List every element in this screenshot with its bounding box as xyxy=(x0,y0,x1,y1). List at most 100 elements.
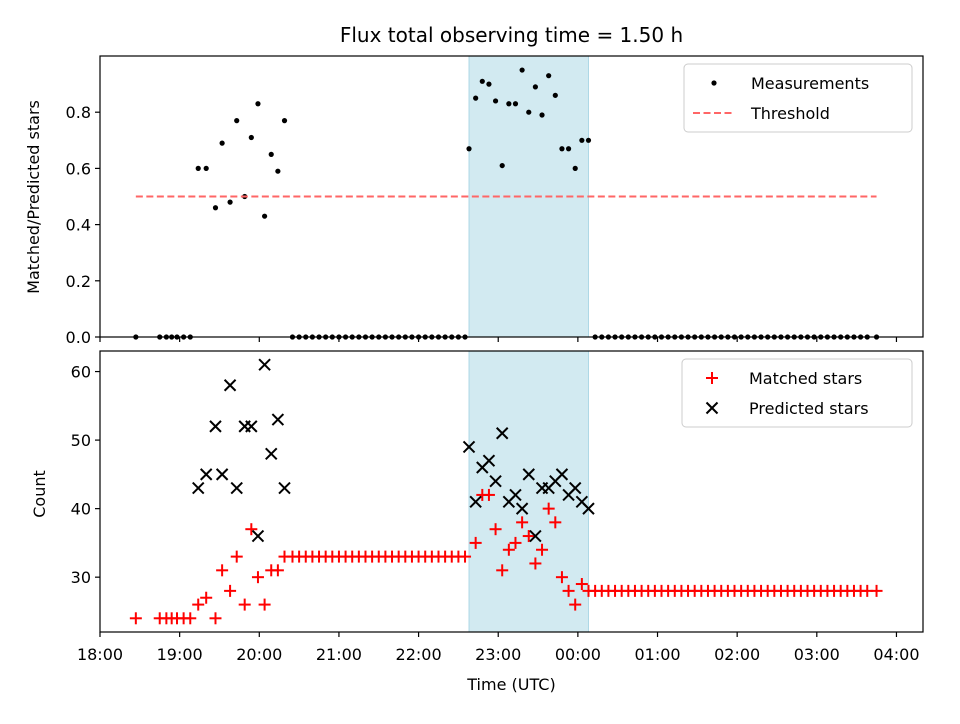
predicted-star-point xyxy=(582,502,595,515)
measurement-point xyxy=(219,140,225,146)
x-stroke-b xyxy=(509,488,522,502)
measurement-point xyxy=(255,101,261,107)
measurement-point xyxy=(526,109,532,115)
measurement-point xyxy=(486,81,492,87)
y-tick-label: 50 xyxy=(71,431,91,450)
measurement-point xyxy=(539,112,545,118)
matched-star-point xyxy=(489,523,502,536)
measurement-point xyxy=(281,118,288,124)
x-stroke-b xyxy=(192,481,205,495)
measurement-point xyxy=(268,151,274,157)
legend-key-matched xyxy=(706,372,718,384)
measurement-point xyxy=(585,137,592,143)
y-tick-label: 0.4 xyxy=(66,216,91,235)
matched-star-point xyxy=(502,543,515,556)
matched-star-point xyxy=(522,530,535,543)
measurement-point xyxy=(212,205,219,211)
matched-star-point xyxy=(482,488,495,501)
x-stroke-b xyxy=(278,481,291,495)
y-tick-label: 60 xyxy=(71,363,91,382)
measurement-point xyxy=(203,165,209,171)
x-stroke-b xyxy=(209,420,222,433)
predicted-star-point xyxy=(258,358,271,371)
bottom-y-axis-label: Count xyxy=(30,470,49,518)
chart-title: Flux total observing time = 1.50 h xyxy=(340,23,683,47)
predicted-star-point xyxy=(265,447,278,461)
x-stroke-b xyxy=(705,401,719,415)
y-tick-label: 40 xyxy=(71,500,91,519)
x-axis-label: Time (UTC) xyxy=(466,675,555,694)
x-tick-label: 22:00 xyxy=(396,645,442,664)
measurement-point xyxy=(512,101,519,107)
legend-key-measurements xyxy=(711,80,717,86)
predicted-star-point xyxy=(496,427,509,440)
x-stroke-b xyxy=(223,379,237,392)
measurement-point xyxy=(579,137,585,143)
matched-star-point xyxy=(562,584,575,597)
measurement-point xyxy=(248,134,254,141)
measurement-point xyxy=(234,118,240,124)
matched-star-point xyxy=(258,598,271,611)
matched-star-point xyxy=(569,598,582,611)
measurement-point xyxy=(473,95,479,101)
x-tick-label: 18:00 xyxy=(77,645,123,664)
legend-box xyxy=(681,358,913,428)
predicted-star-point xyxy=(555,468,569,481)
predicted-star-point xyxy=(278,481,291,495)
legend-box xyxy=(683,63,913,133)
matched-star-point xyxy=(129,612,142,625)
legend-label: Measurements xyxy=(751,74,869,93)
measurement-point xyxy=(479,78,485,84)
y-tick-label: 0.0 xyxy=(66,328,91,347)
y-tick-label: 0.2 xyxy=(66,272,91,291)
measurement-point xyxy=(572,165,578,171)
predicted-star-point xyxy=(271,413,285,426)
measurement-point xyxy=(565,146,572,152)
x-stroke-b xyxy=(251,529,265,543)
measurement-point xyxy=(275,168,281,174)
panel-counts: 30 40 50 60 18:00 19:00 20:00 21:00 22:00 23:00 00… xyxy=(71,350,924,664)
matched-star-point xyxy=(509,536,522,549)
predicted-star-point xyxy=(569,481,582,495)
y-tick-label: 30 xyxy=(71,568,91,587)
predicted-star-point xyxy=(251,529,265,543)
legend-label: Threshold xyxy=(750,104,830,123)
predicted-star-point xyxy=(482,454,496,467)
x-stroke-b xyxy=(529,529,542,543)
predicted-star-point xyxy=(192,481,205,495)
x-tick-label: 20:00 xyxy=(236,645,282,664)
matched-star-point xyxy=(245,523,258,536)
measurement-point xyxy=(195,165,201,171)
matched-star-point xyxy=(536,543,549,556)
x-tick-label: 21:00 xyxy=(316,645,362,664)
x-stroke-b xyxy=(469,495,482,508)
x-stroke-b xyxy=(555,468,569,481)
predicted-star-point xyxy=(230,481,243,495)
legend-ratio: Measurements Threshold xyxy=(683,63,913,133)
matched-star-point xyxy=(870,584,883,597)
x-tick-label: 03:00 xyxy=(794,645,840,664)
x-stroke-b xyxy=(271,413,285,426)
series-predicted-stars xyxy=(192,358,595,543)
panel-ratio: 0.0 0.2 0.4 0.6 0.8 xyxy=(66,55,924,347)
plot-frame xyxy=(99,55,924,338)
predicted-star-point xyxy=(209,420,222,433)
top-y-axis-label: Matched/Predicted stars xyxy=(24,100,43,294)
x-tick-label: 04:00 xyxy=(873,645,919,664)
predicted-star-point xyxy=(469,495,482,508)
predicted-star-point xyxy=(489,475,502,488)
matched-star-point xyxy=(542,502,555,515)
matched-star-point xyxy=(529,557,542,570)
x-stroke-b xyxy=(230,481,243,495)
x-stroke-b xyxy=(569,481,582,495)
x-stroke-b xyxy=(265,447,278,461)
legend-key-predicted xyxy=(705,401,719,415)
predicted-star-point xyxy=(529,529,542,543)
y-tick-label: 0.8 xyxy=(66,103,91,122)
x-tick-label: 01:00 xyxy=(634,645,680,664)
measurement-point xyxy=(546,73,552,79)
matched-star-point xyxy=(516,516,529,529)
legend-counts: Matched stars Predicted stars xyxy=(681,358,913,428)
x-stroke-b xyxy=(575,495,589,508)
x-tick-label: 00:00 xyxy=(555,645,601,664)
